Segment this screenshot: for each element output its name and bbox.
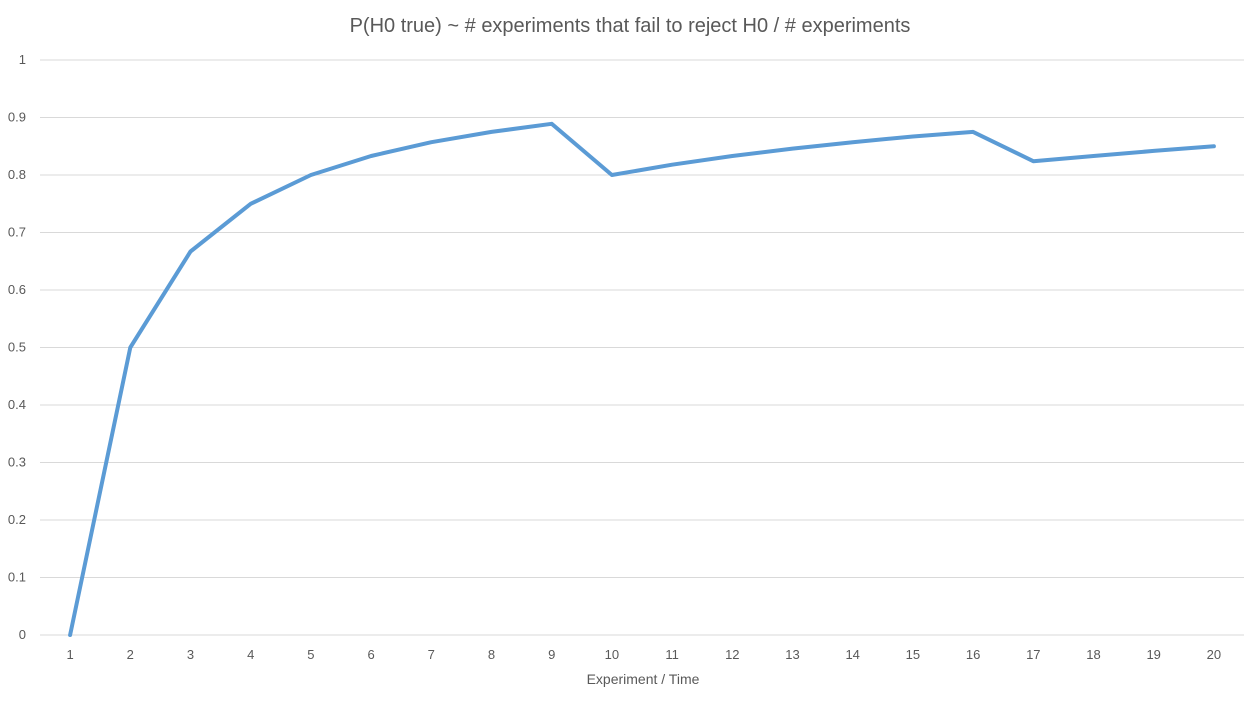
y-tick-label: 0.9 <box>8 110 26 125</box>
x-tick-label: 3 <box>187 647 194 662</box>
x-tick-label: 2 <box>127 647 134 662</box>
x-axis-tick-labels: 1 2 3 4 5 6 7 8 9 10 11 12 13 14 15 16 17 18 19 20 <box>66 647 1221 662</box>
x-tick-label: 10 <box>605 647 619 662</box>
y-axis-tick-labels: 0 0.1 0.2 0.3 0.4 0.5 0.6 0.7 0.8 0.9 1 <box>8 52 26 642</box>
x-tick-label: 16 <box>966 647 980 662</box>
y-tick-label: 0.3 <box>8 455 26 470</box>
x-tick-label: 1 <box>66 647 73 662</box>
y-tick-label: 0.2 <box>8 512 26 527</box>
y-tick-label: 0.5 <box>8 340 26 355</box>
series-line <box>68 121 1216 637</box>
y-tick-label: 0.8 <box>8 167 26 182</box>
series-lines <box>68 121 1216 637</box>
y-tick-label: 0.6 <box>8 282 26 297</box>
x-tick-label: 12 <box>725 647 739 662</box>
x-tick-label: 8 <box>488 647 495 662</box>
x-tick-label: 6 <box>367 647 374 662</box>
y-tick-label: 0.1 <box>8 570 26 585</box>
x-tick-label: 13 <box>785 647 799 662</box>
x-tick-label: 14 <box>845 647 859 662</box>
y-tick-label: 0 <box>19 627 26 642</box>
gridlines <box>40 59 1244 636</box>
x-axis-title: Experiment / Time <box>587 671 700 687</box>
x-tick-label: 11 <box>665 647 679 662</box>
x-tick-label: 7 <box>428 647 435 662</box>
x-tick-label: 17 <box>1026 647 1040 662</box>
x-tick-label: 4 <box>247 647 254 662</box>
y-tick-label: 0.7 <box>8 225 26 240</box>
x-tick-label: 19 <box>1146 647 1160 662</box>
x-tick-label: 20 <box>1207 647 1221 662</box>
y-tick-label: 1 <box>19 52 26 67</box>
chart-title: P(H0 true) ~ # experiments that fail to … <box>350 15 911 37</box>
y-tick-label: 0.4 <box>8 397 26 412</box>
x-tick-label: 9 <box>548 647 555 662</box>
x-tick-label: 5 <box>307 647 314 662</box>
x-tick-label: 18 <box>1086 647 1100 662</box>
x-tick-label: 15 <box>906 647 920 662</box>
